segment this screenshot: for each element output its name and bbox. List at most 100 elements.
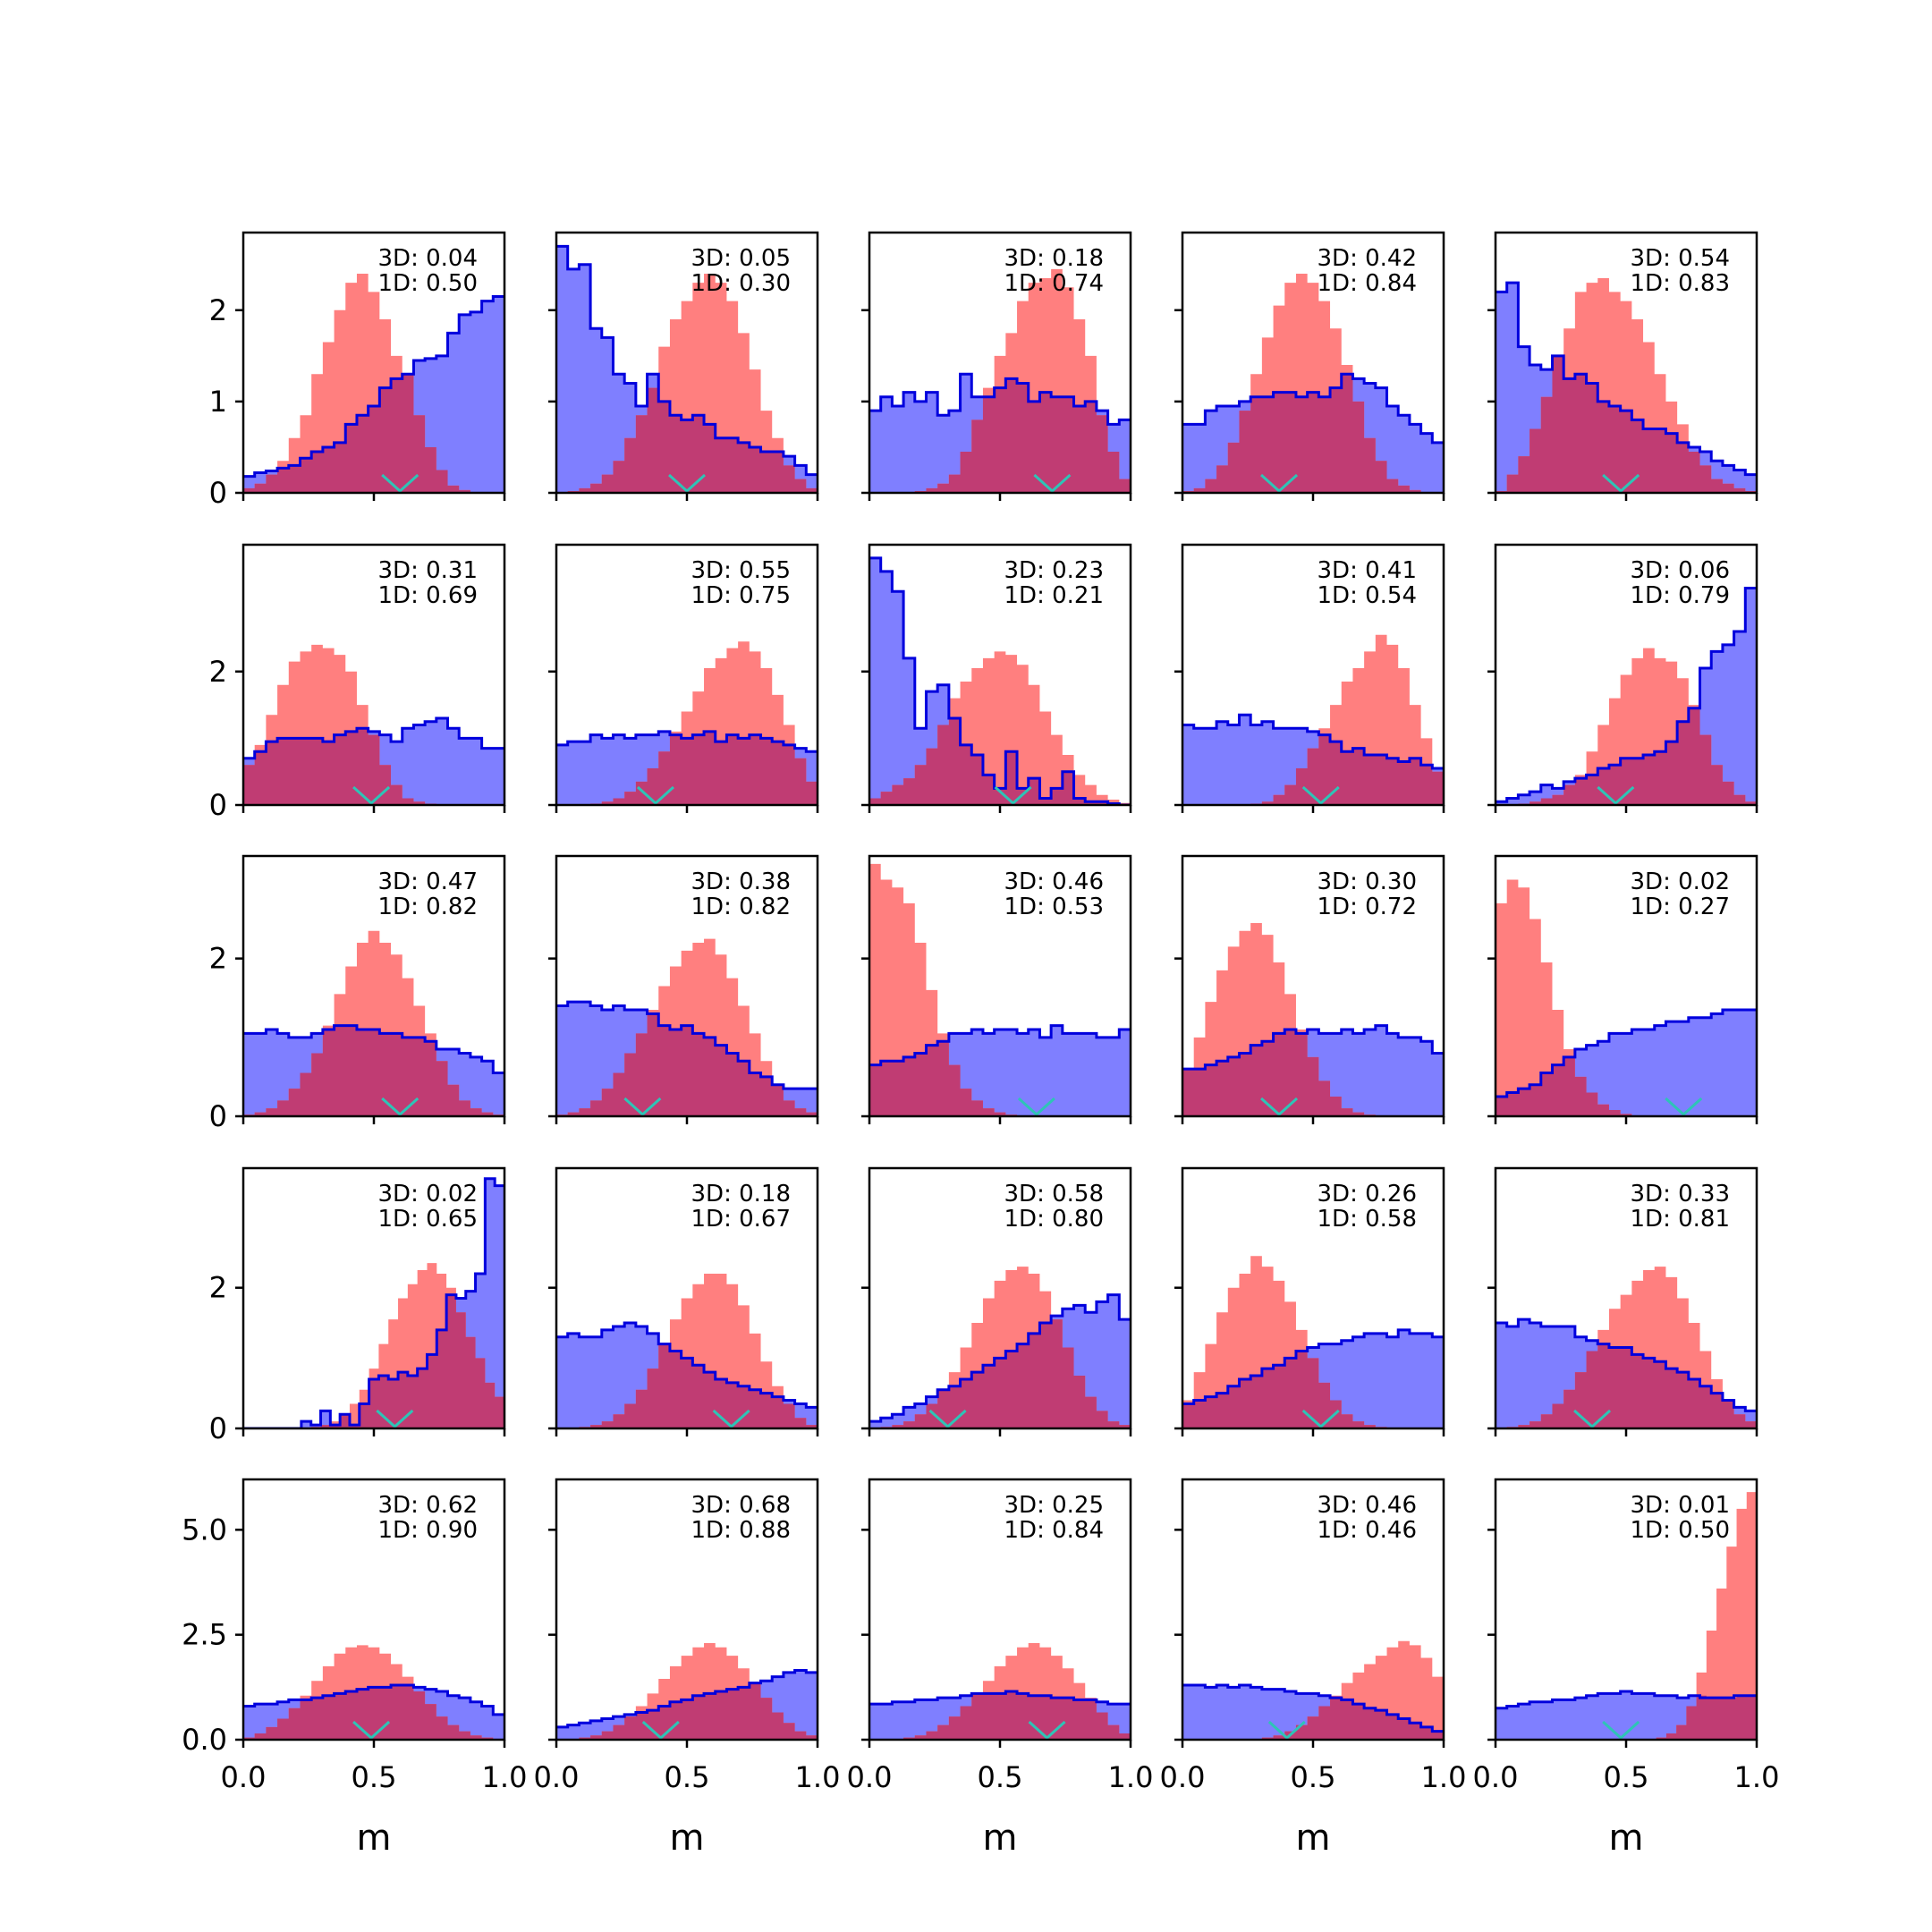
marker-v-icon xyxy=(1597,785,1635,805)
overlap-histogram-fill xyxy=(1496,1695,1757,1740)
plot-area xyxy=(556,938,818,1116)
label-3d: 3D: 0.26 xyxy=(1318,1181,1417,1208)
label-3d: 3D: 0.42 xyxy=(1318,245,1417,272)
marker-v-icon xyxy=(1033,473,1072,493)
marker-v-icon xyxy=(1017,1097,1055,1116)
marker-v-icon xyxy=(352,1720,391,1740)
blue-histogram-outline xyxy=(869,556,1131,805)
overlap-histogram-fill xyxy=(1182,1698,1444,1740)
blue-histogram-outline xyxy=(243,716,504,760)
y-tick-label: 0 xyxy=(209,1099,227,1133)
plot-area xyxy=(1182,1640,1444,1740)
y-tick-label: 0.0 xyxy=(182,1723,227,1757)
marker-v-icon xyxy=(376,1409,414,1428)
plot-area xyxy=(1182,273,1444,493)
label-3d: 3D: 0.46 xyxy=(1004,869,1104,895)
plot-area xyxy=(1496,278,1757,493)
blue-histogram-outline xyxy=(556,1321,818,1409)
overlap-histogram-fill xyxy=(869,1041,1131,1116)
marker-v-icon xyxy=(1301,1409,1340,1428)
red-histogram-fill xyxy=(243,273,504,493)
y-tick-label: 0 xyxy=(209,476,227,510)
label-3d: 3D: 0.68 xyxy=(691,1492,791,1519)
y-tick-label: 2 xyxy=(209,942,227,976)
x-tick-label: 0.5 xyxy=(1604,1760,1649,1794)
label-3d: 3D: 0.23 xyxy=(1004,557,1104,584)
blue-histogram-outline xyxy=(869,1293,1131,1423)
x-tick-label: 1.0 xyxy=(1421,1760,1467,1794)
x-tick-label: 0.5 xyxy=(352,1760,397,1794)
label-3d: 3D: 0.47 xyxy=(378,869,478,895)
label-3d: 3D: 0.18 xyxy=(691,1181,791,1208)
label-1d: 1D: 0.83 xyxy=(1631,270,1730,297)
plot-area xyxy=(243,930,504,1116)
plot-area xyxy=(1496,587,1757,805)
overlap-histogram-fill xyxy=(556,731,818,805)
label-3d: 3D: 0.54 xyxy=(1631,245,1730,272)
overlap-histogram-fill xyxy=(1182,374,1444,493)
blue-histogram-outline xyxy=(1496,1008,1757,1098)
label-1d: 1D: 0.80 xyxy=(1004,1206,1104,1233)
blue-histogram-outline xyxy=(1496,1318,1757,1412)
marker-v-icon xyxy=(352,785,391,805)
label-3d: 3D: 0.55 xyxy=(691,557,791,584)
marker-v-icon xyxy=(381,473,419,493)
label-3d: 3D: 0.62 xyxy=(378,1492,478,1519)
overlap-histogram-fill xyxy=(556,387,818,493)
marker-v-icon xyxy=(1267,1720,1306,1740)
overlap-histogram-fill xyxy=(1182,1351,1444,1428)
label-3d: 3D: 0.02 xyxy=(378,1181,478,1208)
marker-v-icon xyxy=(641,1720,680,1740)
marker-v-icon xyxy=(1260,1097,1299,1116)
plot-area xyxy=(1496,879,1757,1116)
x-tick-label: 1.0 xyxy=(1108,1760,1154,1794)
y-tick-label: 0 xyxy=(209,1411,227,1445)
plot-area xyxy=(243,273,504,493)
plot-area xyxy=(556,244,818,493)
label-1d: 1D: 0.58 xyxy=(1318,1206,1417,1233)
overlap-histogram-fill xyxy=(1182,734,1444,805)
blue-histogram-fill xyxy=(243,296,504,493)
label-1d: 1D: 0.75 xyxy=(691,582,791,609)
label-1d: 1D: 0.72 xyxy=(1318,894,1417,920)
marker-v-icon xyxy=(1602,1720,1640,1740)
marker-v-icon xyxy=(1573,1409,1612,1428)
label-1d: 1D: 0.90 xyxy=(378,1517,478,1544)
blue-histogram-fill xyxy=(556,246,818,493)
y-tick-label: 5.0 xyxy=(182,1513,227,1546)
plot-area xyxy=(243,1177,504,1428)
overlap-histogram-fill xyxy=(1182,1030,1444,1116)
marker-v-icon xyxy=(1260,473,1299,493)
overlap-histogram-fill xyxy=(243,1684,504,1740)
blue-histogram-outline xyxy=(243,294,504,479)
label-1d: 1D: 0.69 xyxy=(378,582,478,609)
label-1d: 1D: 0.74 xyxy=(1004,270,1104,297)
overlap-histogram-fill xyxy=(556,1013,818,1116)
label-3d: 3D: 0.25 xyxy=(1004,1492,1104,1519)
blue-histogram-outline xyxy=(243,1024,504,1074)
label-1d: 1D: 0.65 xyxy=(378,1206,478,1233)
x-tick-label: 1.0 xyxy=(482,1760,528,1794)
x-axis-label: m xyxy=(670,1818,705,1859)
y-tick-label: 2 xyxy=(209,293,227,327)
label-1d: 1D: 0.54 xyxy=(1318,582,1417,609)
blue-histogram-outline xyxy=(1182,372,1444,445)
label-1d: 1D: 0.46 xyxy=(1318,1517,1417,1544)
x-axis-label: m xyxy=(357,1818,392,1859)
plot-area xyxy=(1496,1492,1757,1740)
plot-area xyxy=(869,1643,1131,1740)
